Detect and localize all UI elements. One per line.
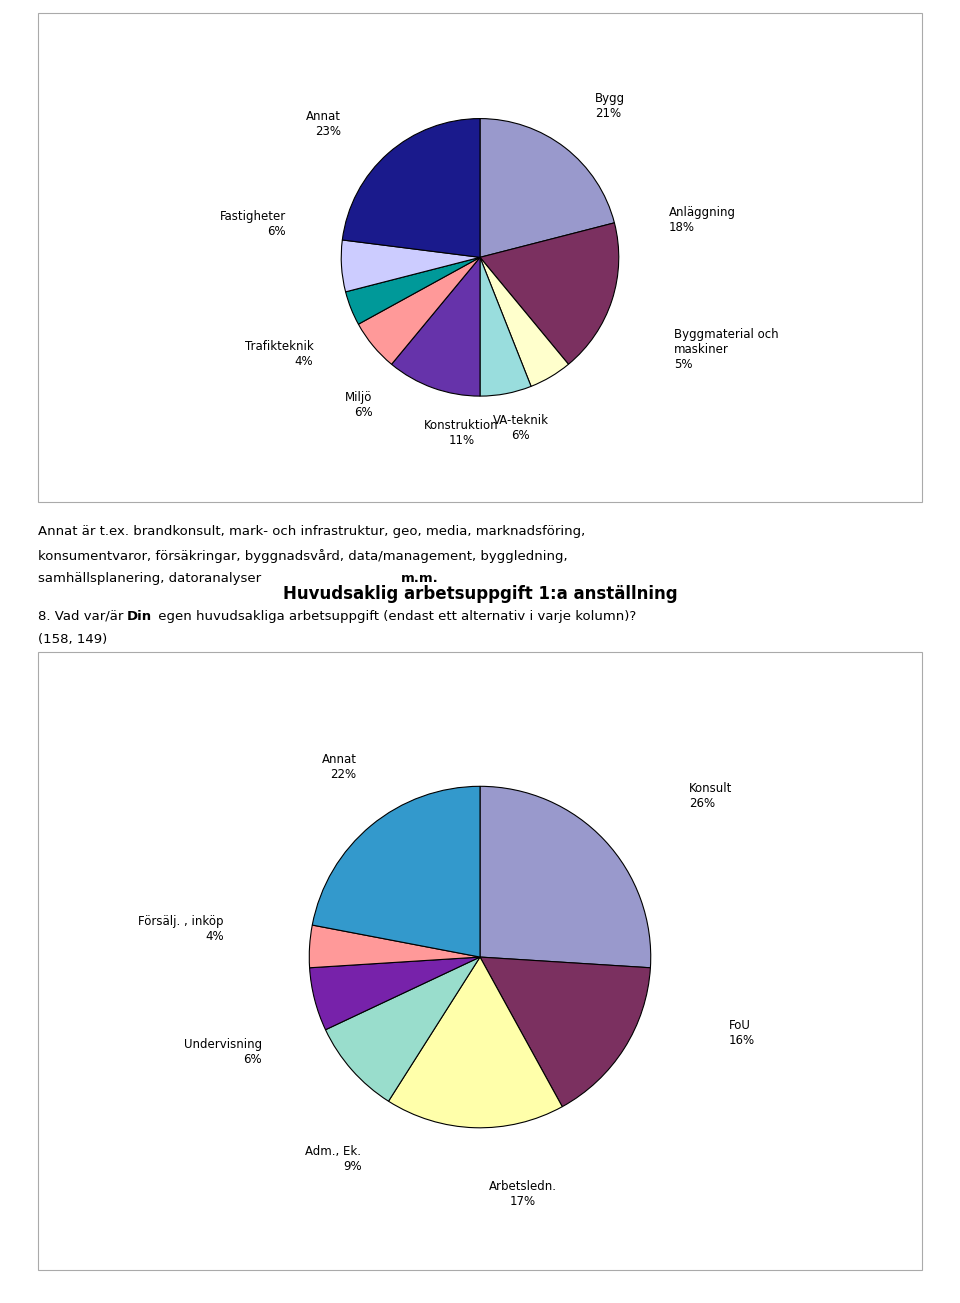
Wedge shape	[480, 956, 651, 1106]
Text: VA-teknik
6%: VA-teknik 6%	[492, 413, 549, 442]
Text: Miljö
6%: Miljö 6%	[346, 391, 372, 420]
Text: (158, 149): (158, 149)	[38, 633, 108, 646]
Wedge shape	[480, 258, 568, 387]
Text: Annat
22%: Annat 22%	[322, 753, 357, 782]
Text: Arbetsledn.
17%: Arbetsledn. 17%	[489, 1181, 557, 1208]
Text: Konstruktion
11%: Konstruktion 11%	[424, 420, 499, 447]
Wedge shape	[389, 956, 563, 1128]
Text: konsumentvaror, försäkringar, byggnadsvård, data/management, byggledning,: konsumentvaror, försäkringar, byggnadsvå…	[38, 549, 568, 563]
Text: Konsult
26%: Konsult 26%	[688, 782, 732, 809]
Text: Fastigheter
6%: Fastigheter 6%	[220, 210, 286, 238]
Wedge shape	[480, 119, 614, 258]
Wedge shape	[346, 258, 480, 324]
Text: Anläggning
18%: Anläggning 18%	[669, 206, 735, 235]
Text: Annat är t.ex. brandkonsult, mark- och infrastruktur, geo, media, marknadsföring: Annat är t.ex. brandkonsult, mark- och i…	[38, 525, 586, 538]
Wedge shape	[480, 258, 531, 396]
Text: Annat
23%: Annat 23%	[306, 111, 341, 138]
Wedge shape	[480, 786, 651, 968]
Text: Bygg
21%: Bygg 21%	[594, 91, 625, 120]
Wedge shape	[480, 223, 619, 365]
Text: Undervisning
6%: Undervisning 6%	[183, 1038, 262, 1066]
Text: Trafikteknik
4%: Trafikteknik 4%	[245, 340, 314, 367]
Text: Byggmaterial och
maskiner
5%: Byggmaterial och maskiner 5%	[674, 328, 779, 371]
Wedge shape	[392, 258, 480, 396]
Title: Huvudsaklig arbetsuppgift 1:a anställning: Huvudsaklig arbetsuppgift 1:a anställnin…	[282, 585, 678, 603]
Wedge shape	[341, 240, 480, 292]
Text: FoU
16%: FoU 16%	[729, 1019, 756, 1046]
Text: m.m.: m.m.	[401, 572, 439, 585]
Text: Din: Din	[127, 610, 152, 623]
Text: Adm., Ek.
9%: Adm., Ek. 9%	[305, 1144, 361, 1173]
Wedge shape	[343, 119, 480, 258]
Text: egen huvudsakliga arbetsuppgift (endast ett alternativ i varje kolumn)?: egen huvudsakliga arbetsuppgift (endast …	[154, 610, 636, 623]
Wedge shape	[325, 956, 480, 1101]
Text: samhällsplanering, datoranalyser: samhällsplanering, datoranalyser	[38, 572, 266, 585]
Text: 8. Vad var/är: 8. Vad var/är	[38, 610, 128, 623]
Wedge shape	[312, 786, 480, 956]
Wedge shape	[309, 956, 480, 1029]
Text: Försälj. , inköp
4%: Försälj. , inköp 4%	[138, 915, 224, 942]
Wedge shape	[309, 925, 480, 968]
Wedge shape	[358, 258, 480, 365]
